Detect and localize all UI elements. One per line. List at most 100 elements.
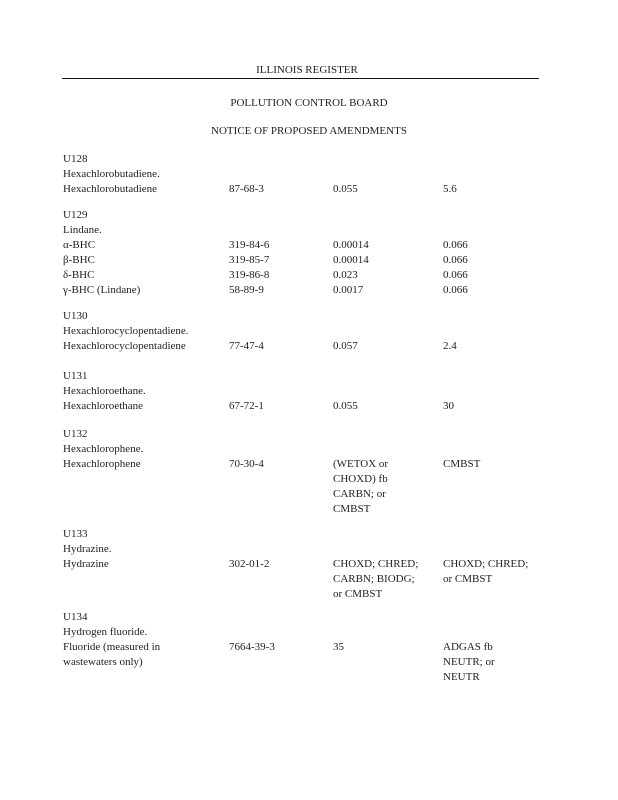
table-row: Fluoride (measured in wastewaters only) 76… <box>63 640 563 685</box>
waste-group: U132 Hexachlorophene. Hexachlorophene 70-30… <box>63 427 563 517</box>
nonwastewater-standard-line: ADGAS fb <box>443 641 493 653</box>
cas-number-line: 58-89-9 <box>229 284 264 296</box>
wastewater-standard: 0.055 <box>333 182 358 197</box>
nonwastewater-standard-line: CMBST <box>443 458 481 470</box>
table-row: Hexachlorophene 70-30-4 (WETOX or CHOXD) fb… <box>63 457 563 517</box>
cas-number: 58-89-9 <box>229 283 264 298</box>
cas-number-line: 77-47-4 <box>229 340 264 352</box>
wastewater-standard-line: CARBN; BIODG; <box>333 573 415 585</box>
wastewater-standard: (WETOX or CHOXD) fb CARBN; or CMBST <box>333 457 388 517</box>
nonwastewater-standard: 30 <box>443 399 454 414</box>
wastewater-standard-line: CARBN; or <box>333 488 386 500</box>
constituent-name-line: wastewaters only) <box>63 656 143 668</box>
constituent-name-line: Hexachloroethane <box>63 400 144 412</box>
nonwastewater-standard-line: 0.066 <box>443 269 468 281</box>
table-row: Hexachloroethane 67-72-1 0.055 30 <box>63 399 563 414</box>
wastewater-standard: 0.055 <box>333 399 358 414</box>
nonwastewater-standard-line: 2.4 <box>443 340 457 352</box>
constituent-name-line: γ-BHC (Lindane) <box>63 284 141 296</box>
wastewater-standard-line: 0.055 <box>333 400 358 412</box>
wastewater-standard: CHOXD; CHRED; CARBN; BIODG; or CMBST <box>333 557 418 602</box>
constituent-name: δ-BHC <box>63 268 94 283</box>
waste-code: U132 <box>63 428 88 440</box>
waste-code: U134 <box>63 611 88 623</box>
constituent-name-line: α-BHC <box>63 239 96 251</box>
board-title: POLLUTION CONTROL BOARD <box>230 97 388 109</box>
cas-number-line: 67-72-1 <box>229 400 264 412</box>
waste-name: Hexachlorophene. <box>63 443 144 455</box>
constituent-name-line: Hydrazine <box>63 558 109 570</box>
wastewater-standard-line: or CMBST <box>333 588 383 600</box>
nonwastewater-standard-line: 0.066 <box>443 284 468 296</box>
nonwastewater-standard-line: CHOXD; CHRED; <box>443 558 529 570</box>
nonwastewater-standard: 0.066 <box>443 253 468 268</box>
waste-group: U133 Hydrazine. Hydrazine 302-01-2 CHOXD; CH… <box>63 527 563 602</box>
waste-code: U133 <box>63 528 88 540</box>
wastewater-standard: 0.00014 <box>333 253 369 268</box>
constituent-name: Hydrazine <box>63 557 109 572</box>
cas-number-line: 319-86-8 <box>229 269 270 281</box>
nonwastewater-standard-line: NEUTR <box>443 671 480 683</box>
wastewater-standard: 35 <box>333 640 344 655</box>
wastewater-standard-line: 0.023 <box>333 269 358 281</box>
nonwastewater-standard: 2.4 <box>443 339 457 354</box>
constituent-name: γ-BHC (Lindane) <box>63 283 140 298</box>
nonwastewater-standard-line: 5.6 <box>443 183 457 195</box>
constituent-name: α-BHC <box>63 238 95 253</box>
wastewater-standard-line: CMBST <box>333 503 371 515</box>
nonwastewater-standard-line: 30 <box>443 400 454 412</box>
waste-name: Hydrogen fluoride. <box>63 626 148 638</box>
waste-group: U131 Hexachloroethane. Hexachloroethane 67-… <box>63 369 563 414</box>
cas-number-line: 87-68-3 <box>229 183 264 195</box>
nonwastewater-standard: 0.066 <box>443 238 468 253</box>
wastewater-standard-line: CHOXD) fb <box>333 473 388 485</box>
table-row: δ-BHC 319-86-8 0.023 0.066 <box>63 268 563 283</box>
waste-group: U129 Lindane. α-BHC 319-84-6 0.00014 0.066 β-B… <box>63 208 563 298</box>
constituent-name: Hexachlorophene <box>63 457 141 472</box>
wastewater-standard: 0.023 <box>333 268 358 283</box>
cas-number: 302-01-2 <box>229 557 269 572</box>
table-row: α-BHC 319-84-6 0.00014 0.066 <box>63 238 563 253</box>
waste-group: U130 Hexachlorocyclopentadiene. Hexachloro… <box>63 309 563 354</box>
constituent-name: Fluoride (measured in wastewaters only) <box>63 640 160 670</box>
constituent-name: Hexachlorobutadiene <box>63 182 157 197</box>
waste-name: Hydrazine. <box>63 543 112 555</box>
nonwastewater-standard-line: 0.066 <box>443 254 468 266</box>
wastewater-standard-line: 0.055 <box>333 183 358 195</box>
wastewater-standard: 0.057 <box>333 339 358 354</box>
register-title: ILLINOIS REGISTER <box>256 64 358 76</box>
cas-number: 67-72-1 <box>229 399 264 414</box>
waste-code: U128 <box>63 153 88 165</box>
constituent-name: β-BHC <box>63 253 95 268</box>
waste-code: U129 <box>63 209 88 221</box>
cas-number: 70-30-4 <box>229 457 264 472</box>
cas-number: 319-85-7 <box>229 253 269 268</box>
notice-title: NOTICE OF PROPOSED AMENDMENTS <box>211 125 407 137</box>
constituent-name: Hexachlorocyclopentadiene <box>63 339 186 354</box>
cas-number: 77-47-4 <box>229 339 264 354</box>
table-row: Hydrazine 302-01-2 CHOXD; CHRED; CARBN; BIO… <box>63 557 563 602</box>
nonwastewater-standard: 5.6 <box>443 182 457 197</box>
cas-number-line: 302-01-2 <box>229 558 270 570</box>
cas-number: 87-68-3 <box>229 182 264 197</box>
waste-name: Hexachlorocyclopentadiene. <box>63 325 189 337</box>
wastewater-standard-line: 0.057 <box>333 340 358 352</box>
nonwastewater-standard: 0.066 <box>443 268 468 283</box>
wastewater-standard-line: 0.00014 <box>333 239 369 251</box>
waste-code: U131 <box>63 370 88 382</box>
constituent-name-line: β-BHC <box>63 254 95 266</box>
table-row: Hexachlorobutadiene 87-68-3 0.055 5.6 <box>63 182 563 197</box>
constituent-name-line: Hexachlorobutadiene <box>63 183 158 195</box>
nonwastewater-standard: 0.066 <box>443 283 468 298</box>
nonwastewater-standard-line: or CMBST <box>443 573 493 585</box>
nonwastewater-standard: ADGAS fb NEUTR; or NEUTR <box>443 640 495 685</box>
cas-number-line: 319-84-6 <box>229 239 270 251</box>
constituent-name-line: δ-BHC <box>63 269 95 281</box>
cas-number-line: 319-85-7 <box>229 254 270 266</box>
wastewater-standard-line: 0.0017 <box>333 284 364 296</box>
wastewater-standard-line: (WETOX or <box>333 458 389 470</box>
waste-name: Hexachlorobutadiene. <box>63 168 160 180</box>
wastewater-standard: 0.0017 <box>333 283 363 298</box>
nonwastewater-standard-line: 0.066 <box>443 239 468 251</box>
waste-group: U128 Hexachlorobutadiene. Hexachlorobutadi… <box>63 152 563 197</box>
